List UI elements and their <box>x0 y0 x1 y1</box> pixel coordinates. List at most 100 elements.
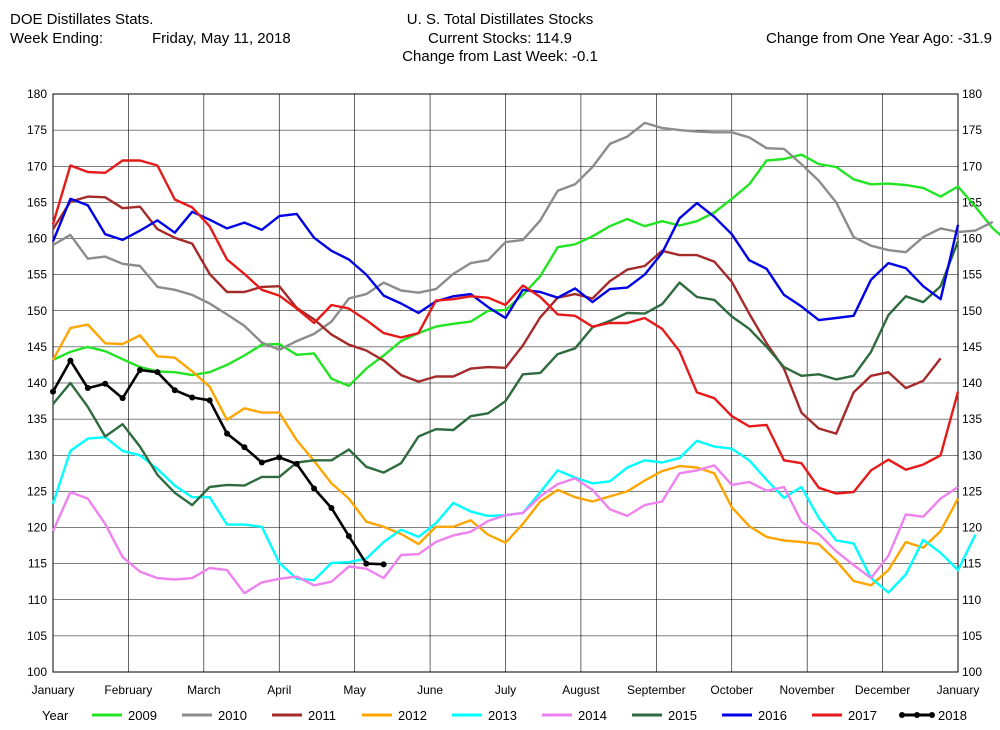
change-from-last-week: Change from Last Week: -0.1 <box>402 48 598 65</box>
series-point-2018 <box>293 460 300 467</box>
x-tick-label: October <box>710 683 753 697</box>
legend-title: Year <box>42 708 69 723</box>
y-tick-label: 110 <box>28 593 47 607</box>
series-line-2017 <box>51 159 960 495</box>
y-tick-label: 100 <box>962 665 982 679</box>
legend-label-2016: 2016 <box>758 708 787 723</box>
x-tick-label: January <box>937 683 980 697</box>
legend-label-2018: 2018 <box>938 708 967 723</box>
y-tick-label: 105 <box>962 629 982 643</box>
series-point-2018 <box>276 454 283 461</box>
series-line-2016 <box>51 197 960 322</box>
y-tick-label: 180 <box>962 87 982 101</box>
legend-label-2015: 2015 <box>668 708 697 723</box>
legend-label-2012: 2012 <box>398 708 427 723</box>
y-tick-label: 170 <box>27 159 47 173</box>
legend-label-2011: 2011 <box>308 708 336 723</box>
series-point-2018 <box>258 459 265 466</box>
legend-label-2009: 2009 <box>128 708 157 723</box>
y-tick-label: 140 <box>27 376 47 390</box>
x-tick-label: December <box>855 683 910 697</box>
y-tick-label: 100 <box>27 665 47 679</box>
x-tick-label: November <box>779 683 834 697</box>
series-line-2012 <box>51 323 960 587</box>
series-point-2018 <box>380 561 387 568</box>
y-tick-label: 110 <box>962 593 981 607</box>
week-ending-label: Week Ending: <box>10 30 104 47</box>
series-point-2018 <box>311 485 318 492</box>
x-tick-label: September <box>627 683 686 697</box>
series-point-2018 <box>241 444 248 451</box>
x-tick-label: August <box>562 683 600 697</box>
y-tick-label: 150 <box>962 304 982 318</box>
series-point-2018 <box>137 366 144 373</box>
series-line-2011 <box>51 195 942 435</box>
y-tick-label: 160 <box>962 232 982 246</box>
legend-label-2010: 2010 <box>218 708 247 723</box>
series-point-2018 <box>154 369 161 376</box>
y-tick-label: 175 <box>962 123 982 137</box>
y-tick-label: 175 <box>27 123 47 137</box>
y-tick-label: 150 <box>27 304 47 318</box>
header-left-title: DOE Distillates Stats. <box>10 11 154 28</box>
x-tick-label: April <box>267 683 291 697</box>
y-tick-label: 155 <box>27 268 47 282</box>
x-tick-label: March <box>187 683 220 697</box>
y-tick-label: 120 <box>27 521 47 535</box>
y-tick-label: 115 <box>28 557 47 571</box>
y-tick-label: 160 <box>27 232 47 246</box>
series-point-2018 <box>363 560 370 567</box>
x-tick-label: February <box>104 683 152 697</box>
series-line-2015 <box>52 240 960 507</box>
legend-label-2017: 2017 <box>848 708 877 723</box>
change-from-one-year-ago: Change from One Year Ago: -31.9 <box>766 30 992 47</box>
grid-lines <box>52 93 959 673</box>
series-lines <box>50 121 1000 595</box>
legend-label-2014: 2014 <box>578 708 607 723</box>
y-tick-label: 135 <box>27 412 47 426</box>
series-line-2009 <box>52 153 1000 388</box>
week-ending-value: Friday, May 11, 2018 <box>152 30 291 47</box>
legend-marker <box>899 712 905 718</box>
y-axis-left: 100 105 110 115 120 125 130 135 140 145 150 155 160 1… <box>27 87 47 679</box>
series-point-2018 <box>206 397 213 404</box>
y-tick-label: 130 <box>27 448 47 462</box>
series-line-2010 <box>52 121 994 351</box>
series-point-2018 <box>50 388 56 395</box>
legend-marker <box>929 712 935 718</box>
y-tick-label: 135 <box>962 412 982 426</box>
x-tick-label: January <box>32 683 75 697</box>
x-axis: January February March April May June July Augu… <box>32 683 980 697</box>
chart-title: U. S. Total Distillates Stocks <box>406 11 594 28</box>
series-line-2018 <box>51 359 384 566</box>
y-tick-label: 120 <box>962 521 982 535</box>
series-point-2018 <box>189 394 196 401</box>
plot-area-frame <box>52 93 959 673</box>
series-point-2018 <box>345 533 352 540</box>
series-point-2018 <box>119 395 126 402</box>
y-axis-right: 100 105 110 115 120 125 130 135 140 145 150 155 160 1… <box>962 87 982 679</box>
y-tick-label: 140 <box>962 376 982 390</box>
series-line-2014 <box>51 464 959 595</box>
y-tick-label: 145 <box>27 340 47 354</box>
series-point-2018 <box>224 430 231 437</box>
x-tick-label: May <box>343 683 366 697</box>
y-tick-label: 130 <box>962 448 982 462</box>
y-tick-label: 170 <box>962 159 982 173</box>
series-point-2018 <box>84 385 91 392</box>
series-point-2018 <box>171 387 178 394</box>
series-point-2018 <box>328 504 335 511</box>
series-point-2018 <box>67 357 74 364</box>
y-tick-label: 115 <box>962 557 981 571</box>
x-tick-label: June <box>417 683 443 697</box>
x-tick-label: July <box>495 683 516 697</box>
series-point-2018 <box>102 380 109 387</box>
y-tick-label: 180 <box>27 87 47 101</box>
y-tick-label: 125 <box>27 484 47 498</box>
y-tick-label: 125 <box>962 484 982 498</box>
y-tick-label: 145 <box>962 340 982 354</box>
legend: Year 2009 2010 2011 2012 2013 2014 2015 2016 2017… <box>42 708 967 723</box>
y-tick-label: 155 <box>962 268 982 282</box>
legend-label-2013: 2013 <box>488 708 517 723</box>
